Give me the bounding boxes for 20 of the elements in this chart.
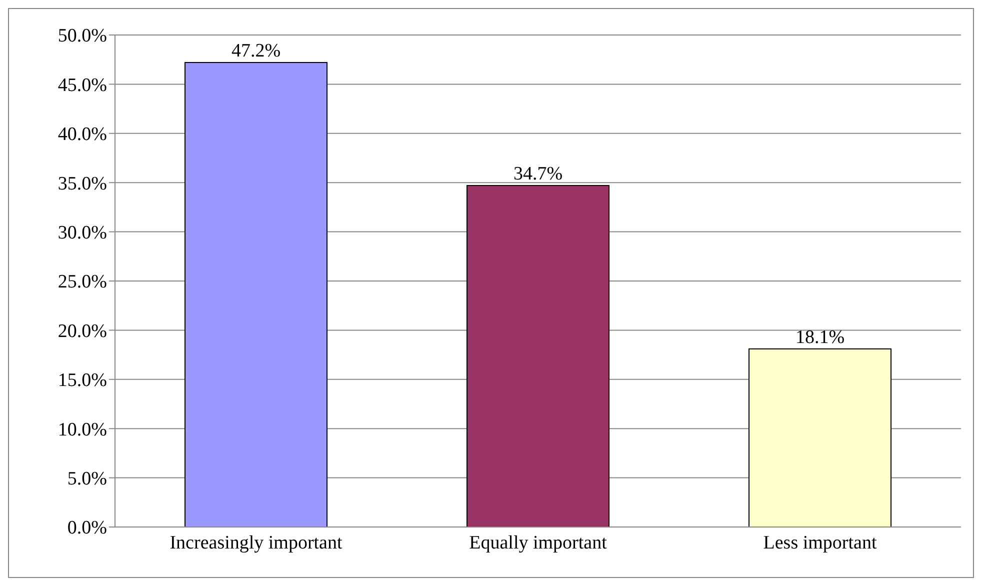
y-tick-label: 15.0% [58, 370, 108, 392]
y-tick-label: 40.0% [58, 124, 108, 146]
y-tick-label: 25.0% [58, 272, 108, 293]
y-tick-label: 50.0% [58, 26, 108, 47]
y-tick-label: 30.0% [58, 222, 108, 244]
bar [466, 185, 610, 527]
y-tick-label: 35.0% [58, 173, 108, 194]
y-tick-label: 5.0% [67, 468, 108, 490]
x-tick-label: Less important [763, 532, 878, 554]
bar [748, 348, 892, 527]
x-tick-label: Increasingly important [170, 532, 343, 554]
y-tick-label: 10.0% [58, 419, 108, 440]
y-tick-label: 0.0% [67, 518, 108, 539]
data-label: 18.1% [795, 326, 845, 348]
y-tick-label: 20.0% [58, 320, 108, 342]
bar [184, 62, 328, 527]
data-label: 47.2% [231, 40, 281, 62]
data-label: 34.7% [513, 164, 563, 185]
y-tick-label: 45.0% [58, 74, 108, 96]
x-tick-label: Equally important [469, 532, 608, 554]
